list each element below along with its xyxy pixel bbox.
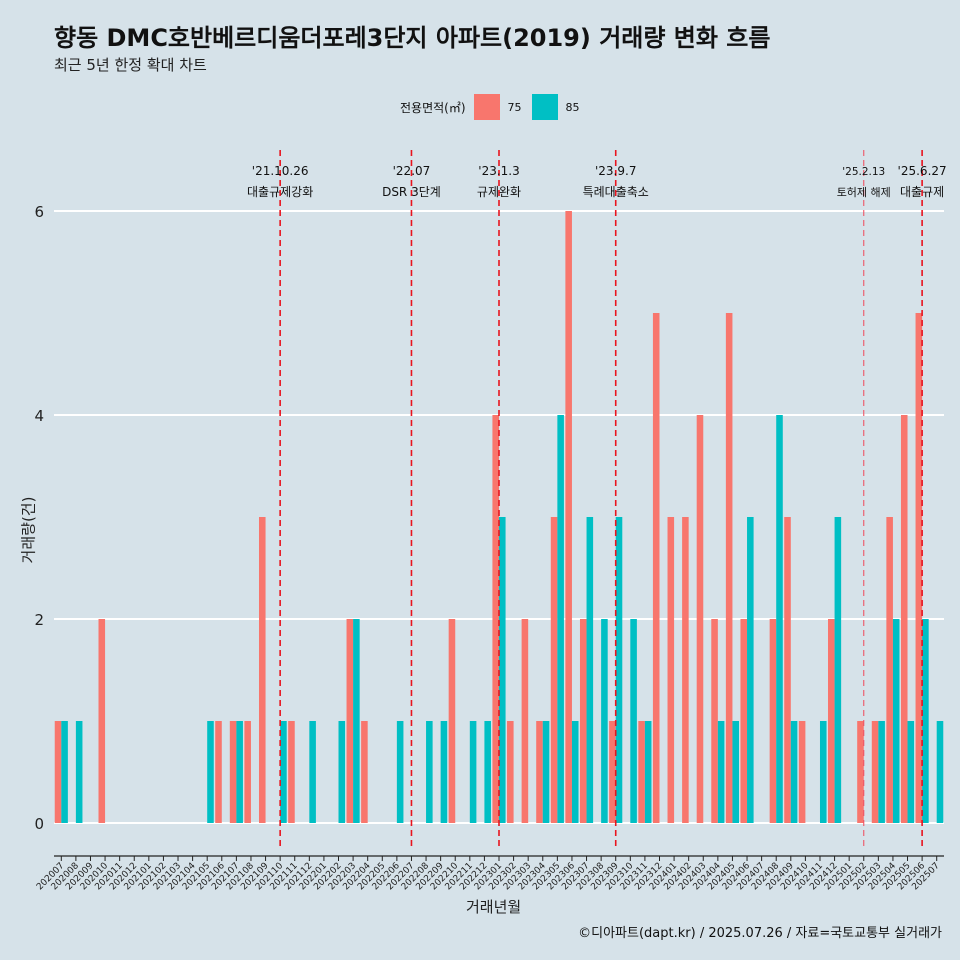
bar-85 (571, 721, 579, 823)
bar-75 (915, 313, 923, 823)
bar-75 (448, 619, 456, 823)
bar-75 (54, 721, 62, 823)
bar-85 (586, 517, 594, 823)
bar-85 (440, 721, 448, 823)
bar-75 (550, 517, 558, 823)
legend-swatch-75 (473, 94, 500, 120)
bar-85 (717, 721, 725, 823)
bar-75 (638, 721, 645, 823)
x-axis-title: 거래년월 (466, 898, 522, 916)
chart-subtitle: 최근 5년 한정 확대 차트 (54, 56, 207, 74)
bar-75 (507, 721, 514, 823)
bar-85 (776, 415, 783, 823)
bar-85 (834, 517, 842, 823)
bar-75 (521, 619, 529, 823)
bar-85 (644, 721, 652, 823)
event-date-label: '25.2.13 (842, 166, 885, 178)
bar-85 (615, 517, 623, 823)
bar-85 (557, 415, 564, 823)
event-date-label: '25.6.27 (898, 164, 947, 178)
bar-75 (828, 619, 835, 823)
bar-75 (215, 721, 222, 823)
bar-75 (229, 721, 237, 823)
event-label: 대출규제 (900, 185, 944, 199)
bar-85 (878, 721, 885, 823)
bar-85 (922, 619, 929, 823)
bar-75 (98, 619, 106, 823)
bar-75 (886, 517, 893, 823)
bar-85 (75, 721, 83, 823)
bar-85 (790, 721, 798, 823)
bar-85 (309, 721, 316, 823)
bar-85 (236, 721, 243, 823)
event-label: 토허제 해제 (837, 185, 891, 199)
source-caption: ©디아파트(dapt.kr) / 2025.07.26 / 자료=국토교통부 실… (578, 926, 942, 941)
legend-swatch-85 (531, 94, 558, 120)
event-date-label: '21.10.26 (252, 164, 309, 178)
bar-75 (900, 415, 908, 823)
bar-75 (740, 619, 748, 823)
bar-75 (652, 313, 660, 823)
bar-75 (696, 415, 704, 823)
bar-75 (536, 721, 543, 823)
bar-85 (892, 619, 900, 823)
bar-75 (579, 619, 587, 823)
bar-75 (784, 517, 791, 823)
legend: 전용면적(㎡) 75 85 (400, 93, 590, 121)
event-label: 대출규제강화 (247, 185, 313, 199)
event-date-label: '23.9.7 (595, 164, 636, 178)
bar-75 (361, 721, 368, 823)
bar-85 (732, 721, 740, 823)
bar-75 (871, 721, 879, 823)
bar-85 (61, 721, 68, 823)
bar-85 (907, 721, 915, 823)
y-tick-label: 0 (34, 815, 44, 833)
bar-75 (725, 313, 733, 823)
bar-75 (609, 721, 616, 823)
bar-75 (798, 721, 806, 823)
bar-85 (484, 721, 491, 823)
bar-75 (346, 619, 354, 823)
bar-75 (769, 619, 777, 823)
bar-85 (280, 721, 287, 823)
bar-85 (396, 721, 404, 823)
bar-75 (288, 721, 295, 823)
y-tick-label: 4 (34, 407, 44, 425)
legend-label-85: 85 (565, 100, 580, 114)
bar-85 (499, 517, 506, 823)
event-label: DSR 3단계 (382, 185, 441, 199)
bar-75 (857, 721, 864, 823)
bar-85 (338, 721, 346, 823)
bar-75 (711, 619, 718, 823)
bar-85 (542, 721, 550, 823)
bar-85 (353, 619, 360, 823)
bar-85 (747, 517, 754, 823)
event-date-label: '23.1.3 (478, 164, 519, 178)
bar-85 (936, 721, 944, 823)
bar-75 (244, 721, 251, 823)
bar-75 (667, 517, 675, 823)
bar-75 (492, 415, 499, 823)
y-tick-label: 6 (34, 203, 44, 221)
chart-title: 향동 DMC호반베르디움더포레3단지 아파트(2019) 거래량 변화 흐름 (54, 24, 771, 52)
legend-title: 전용면적(㎡) (400, 100, 466, 115)
event-label: 규제완화 (477, 185, 521, 199)
bar-85 (601, 619, 608, 823)
bar-75 (682, 517, 689, 823)
bar-85 (819, 721, 827, 823)
event-label: 특례대출축소 (583, 185, 649, 199)
bar-85 (207, 721, 214, 823)
bar-85 (426, 721, 433, 823)
y-tick-label: 2 (34, 611, 44, 629)
bar-85 (630, 619, 637, 823)
event-date-label: '22.07 (393, 164, 431, 178)
legend-label-75: 75 (507, 100, 522, 114)
bar-75 (258, 517, 266, 823)
bar-75 (565, 211, 572, 823)
bar-85 (469, 721, 477, 823)
